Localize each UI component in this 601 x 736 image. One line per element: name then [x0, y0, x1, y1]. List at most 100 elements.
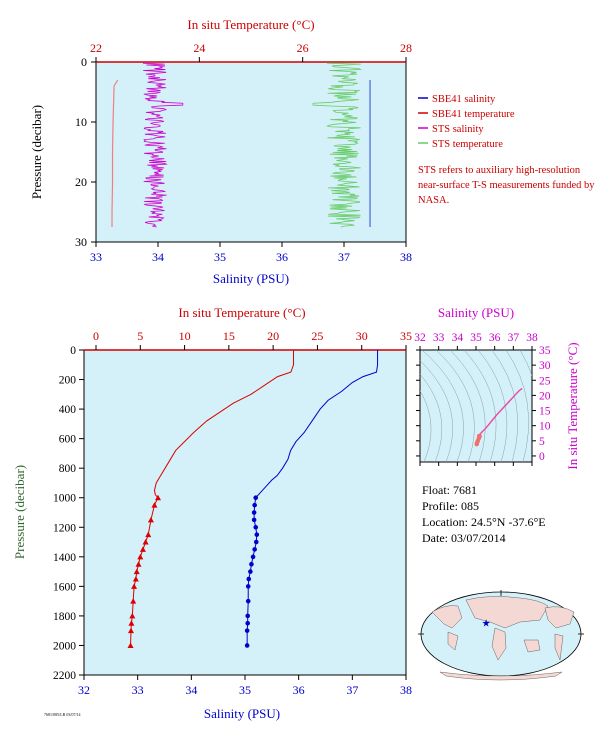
main-salinity-point: [244, 643, 250, 648]
legend: SBE41 salinity SBE41 temperature STS salin…: [418, 94, 515, 150]
ts-density-contour: [519, 350, 532, 377]
top-temperature-tick-label: 22: [90, 41, 102, 55]
ts-density-contour: [435, 350, 475, 462]
ts-salinity-tick-label: 35: [470, 332, 482, 344]
ts-salinity-axis-label: Salinity (PSU): [438, 305, 514, 320]
main-salinity-tick-label: 33: [132, 683, 144, 697]
main-salinity-point: [253, 524, 259, 530]
main-pressure-tick-label: 1600: [53, 581, 76, 593]
main-temperature-point: [151, 502, 158, 508]
ts-temperature-tick-label: 5: [539, 436, 545, 448]
main-temperature-point: [133, 568, 140, 575]
top-pressure-axis-label: Pressure (decibar): [29, 105, 44, 199]
map-land: [431, 596, 575, 681]
main-pressure-tick-label: 200: [59, 375, 77, 387]
main-pressure-tick-label: 2200: [53, 670, 76, 682]
top-series-group: [96, 61, 406, 228]
top-salinity-tick-label: 38: [400, 250, 412, 264]
ts-density-contours: [420, 350, 532, 462]
top-pressure-tick-label: 30: [75, 235, 87, 249]
ts-diagram: 32 33 34 35 36 37 38 0 5 10 15 20 25 30 35 Salinity (P…: [414, 305, 580, 470]
main-salinity-tick-label: 37: [346, 683, 358, 697]
main-pressure-tick-label: 800: [59, 463, 77, 475]
float-info: Float: 7681 Profile: 085 Location: 24.5°…: [422, 482, 546, 546]
ts-point: [474, 441, 479, 447]
main-temperature-tick-label: 10: [179, 329, 191, 343]
main-salinity-point: [246, 576, 252, 582]
sts-note: STS refers to auxiliary high-resolution …: [418, 165, 595, 206]
main-pressure-tick-label: 1800: [53, 611, 76, 623]
ts-density-contour: [505, 350, 529, 462]
top-salinity-tick-label: 33: [90, 250, 102, 264]
main-pressure-axis-label: Pressure (decibar): [12, 465, 27, 559]
top-salinity-axis-label: Salinity (PSU): [213, 271, 289, 286]
main-salinity-point: [248, 569, 253, 574]
main-temperature-tick-label: 15: [223, 329, 235, 343]
main-temperature-point: [132, 575, 139, 582]
ts-density-contour: [420, 390, 432, 462]
main-temperature-point: [127, 627, 134, 634]
main-temperature-point: [130, 598, 137, 604]
ts-density-contour: [463, 350, 497, 462]
main-salinity-point: [253, 495, 259, 501]
float-id: Float: 7681: [422, 483, 478, 497]
top-ticks-group: 33 34 35 36 37 38 22 24 26 28 0 10 20 30: [75, 41, 412, 264]
profile-number: Profile: 085: [422, 499, 479, 513]
ts-temperature-tick-label: 20: [539, 390, 551, 402]
main-salinity-tick-label: 34: [185, 683, 197, 697]
main-salinity-point: [245, 584, 251, 589]
top-temperature-tick-label: 28: [400, 41, 412, 55]
ts-temperature-tick-label: 35: [539, 345, 551, 357]
top-pressure-tick-label: 10: [75, 115, 87, 129]
main-salinity-point: [245, 598, 251, 604]
main-salinity-point: [249, 561, 254, 567]
top-salinity-tick-label: 36: [276, 250, 288, 264]
main-salinity-axis-label: Salinity (PSU): [204, 706, 280, 721]
main-temperature-point: [155, 494, 161, 501]
main-temperature-axis-label: In situ Temperature (°C): [178, 305, 305, 320]
ts-temperature-tick-label: 10: [539, 421, 551, 433]
main-pressure-tick-label: 0: [70, 345, 76, 357]
ts-series-group: [474, 387, 523, 447]
ts-temperature-tick-label: 0: [539, 451, 545, 463]
float-location-marker: ★: [482, 619, 491, 630]
ts-density-contour: [420, 360, 453, 462]
ts-salinity-tick-label: 34: [452, 332, 464, 344]
full-depth-profile-chart: 32 33 34 35 36 37 38 0 5 10 15 20 25 30 35 0 200 400 600 80…: [12, 305, 412, 721]
ts-temperature-tick-label: 25: [539, 375, 551, 387]
ts-density-contour: [491, 350, 519, 462]
main-temperature-point: [147, 516, 154, 523]
legend-entry: STS temperature: [432, 139, 503, 150]
main-salinity-point: [252, 502, 257, 508]
ts-salinity-tick-label: 38: [526, 332, 538, 344]
ts-salinity-tick-label: 32: [414, 332, 426, 344]
top-temperature-tick-label: 24: [193, 41, 205, 55]
main-salinity-point: [253, 539, 259, 545]
near-surface-profile-chart: 33 34 35 36 37 38 22 24 26 28 0 10 20 30 In situ Temp…: [29, 17, 412, 286]
main-temperature-point: [131, 583, 138, 589]
main-temperature-line: [130, 350, 295, 646]
main-temperature-point: [142, 539, 149, 545]
main-temperature-point: [137, 553, 144, 560]
main-temperature-point: [129, 612, 136, 619]
main-salinity-point: [245, 620, 250, 626]
main-salinity-tick-label: 36: [293, 683, 305, 697]
legend-entry: STS salinity: [432, 124, 484, 135]
main-ticks-group: 32 33 34 35 36 37 38 0 5 10 15 20 25 30 35 0 200 400 600 80…: [53, 329, 412, 697]
ts-salinity-tick-label: 36: [489, 332, 501, 344]
main-salinity-tick-label: 35: [239, 683, 251, 697]
main-pressure-tick-label: 1400: [53, 552, 76, 564]
main-pressure-tick-label: 2000: [53, 640, 76, 652]
top-series-sts-salinity: [142, 62, 184, 228]
ts-density-contour: [477, 350, 508, 462]
main-temperature-point: [139, 546, 146, 552]
top-temperature-axis-label: In situ Temperature (°C): [187, 17, 314, 32]
ts-temperature-tick-label: 30: [539, 360, 551, 372]
top-salinity-tick-label: 35: [214, 250, 226, 264]
main-salinity-tick-label: 38: [400, 683, 412, 697]
main-temperature-tick-label: 20: [267, 329, 279, 343]
top-pressure-tick-label: 20: [75, 175, 87, 189]
main-series-group: [84, 349, 406, 648]
ts-temperature-tick-label: 15: [539, 406, 551, 418]
